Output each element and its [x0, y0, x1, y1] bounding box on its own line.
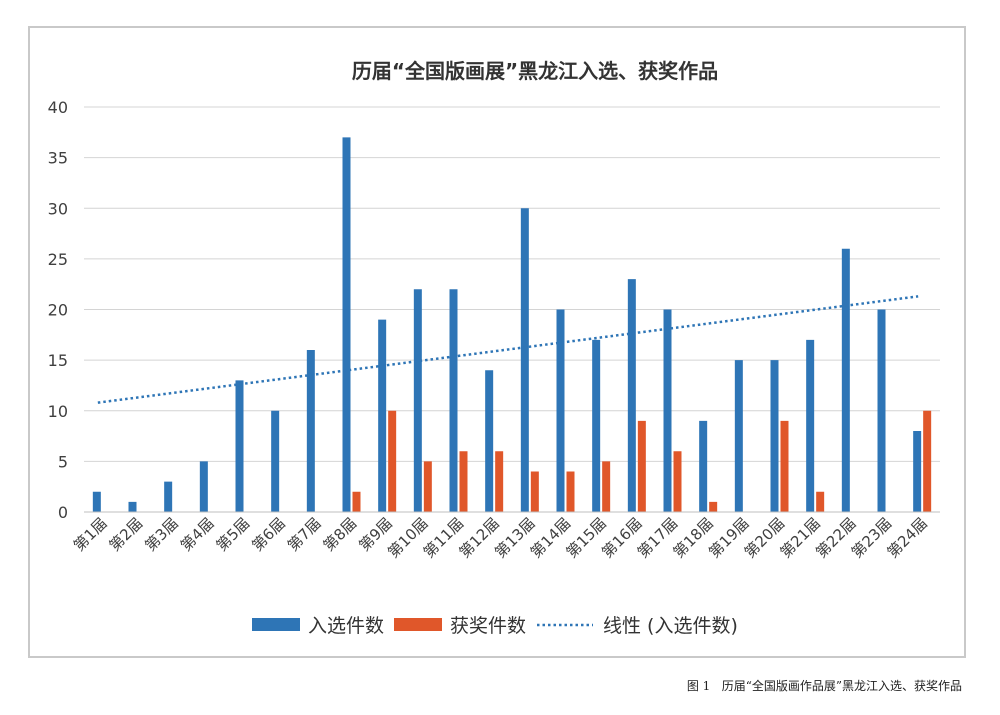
- bar-selected: [306, 350, 315, 512]
- y-tick-label: 0: [58, 503, 68, 522]
- legend-swatch: [394, 618, 442, 631]
- bar-selected: [877, 309, 886, 512]
- bar-awarded: [923, 410, 932, 512]
- bar-selected: [663, 309, 672, 512]
- bar-awarded: [566, 471, 575, 512]
- bar-selected: [592, 339, 601, 512]
- bars: [92, 137, 932, 512]
- bar-selected: [271, 410, 280, 512]
- legend-swatch: [252, 618, 300, 631]
- bar-selected: [378, 319, 387, 512]
- bar-selected: [806, 339, 815, 512]
- bar-selected: [235, 380, 244, 512]
- bar-selected: [199, 461, 208, 512]
- y-tick-label: 10: [48, 402, 68, 421]
- legend-label: 获奖件数: [450, 615, 526, 637]
- bar-awarded: [637, 420, 646, 512]
- x-tick-label: 第1届: [70, 514, 111, 555]
- bar-awarded: [673, 451, 682, 512]
- bar-selected: [699, 420, 708, 512]
- bar-awarded: [780, 420, 789, 512]
- legend-label: 线性 (入选件数): [603, 615, 738, 637]
- bar-awarded: [709, 501, 718, 512]
- x-tick-label: 第3届: [141, 514, 182, 555]
- bar-selected: [413, 289, 422, 512]
- bar-awarded: [352, 491, 361, 512]
- bar-selected: [92, 491, 101, 512]
- y-axis-ticks: 0 5 10 15 20 25 30 35 40: [48, 98, 68, 522]
- gridlines: [84, 106, 940, 462]
- y-tick-label: 35: [48, 149, 68, 168]
- bar-awarded: [388, 410, 397, 512]
- chart-title: 历届“全国版画展”黑龙江入选、获奖作品: [352, 59, 718, 83]
- trendline: [97, 295, 919, 404]
- bar-awarded: [602, 461, 611, 512]
- x-axis-ticks: 第1届第2届第3届第4届第5届第6届第7届第8届第9届第10届第11届第12届第…: [70, 514, 931, 561]
- bar-selected: [164, 481, 173, 512]
- legend-label: 入选件数: [308, 615, 384, 637]
- bar-selected: [520, 208, 529, 512]
- trendline-group: [97, 295, 919, 404]
- bar-selected: [449, 289, 458, 512]
- x-tick-label: 第5届: [213, 514, 254, 555]
- x-tick-label: 第7届: [284, 514, 325, 555]
- bar-selected: [734, 360, 743, 512]
- x-tick-label: 第8届: [320, 514, 361, 555]
- y-tick-label: 15: [48, 351, 68, 370]
- y-tick-label: 30: [48, 199, 68, 218]
- bar-selected: [770, 360, 779, 512]
- bar-awarded: [459, 451, 468, 512]
- bar-awarded: [816, 491, 825, 512]
- y-tick-label: 20: [48, 301, 68, 320]
- y-tick-label: 25: [48, 250, 68, 269]
- chart-frame: 历届“全国版画展”黑龙江入选、获奖作品 0 5 10 15 20 25 30 35 40 第1届…: [28, 26, 966, 658]
- bar-selected: [841, 248, 850, 512]
- bar-selected: [627, 279, 636, 512]
- bar-selected: [556, 309, 565, 512]
- bar-selected: [485, 370, 494, 512]
- x-tick-label: 第2届: [106, 514, 147, 555]
- figure-caption: 图 1 历届“全国版画作品展”黑龙江入选、获奖作品: [686, 679, 962, 693]
- bar-selected: [342, 137, 351, 512]
- bar-selected: [128, 501, 137, 512]
- x-tick-label: 第24届: [884, 514, 931, 561]
- bar-selected: [913, 431, 922, 512]
- y-tick-label: 5: [58, 452, 68, 471]
- bar-awarded: [495, 451, 504, 512]
- bar-awarded: [423, 461, 432, 512]
- x-tick-label: 第4届: [177, 514, 218, 555]
- chart-svg: 历届“全国版画展”黑龙江入选、获奖作品 0 5 10 15 20 25 30 35 40 第1届…: [48, 59, 940, 637]
- y-tick-label: 40: [48, 98, 68, 117]
- legend: 入选件数 获奖件数 线性 (入选件数): [252, 615, 738, 637]
- bar-awarded: [530, 471, 539, 512]
- x-tick-label: 第6届: [248, 514, 289, 555]
